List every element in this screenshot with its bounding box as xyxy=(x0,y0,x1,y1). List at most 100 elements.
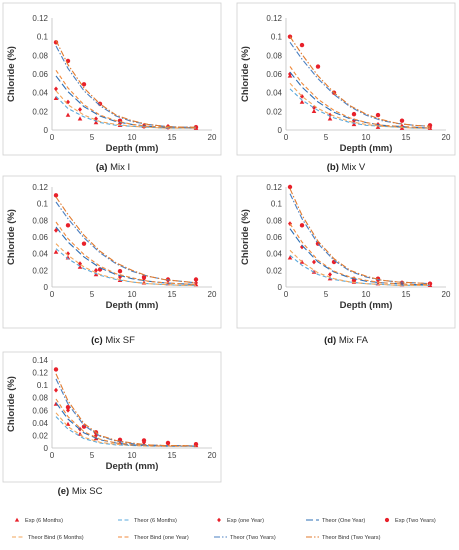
y-tick-label: 0 xyxy=(44,126,49,135)
series-theor2 xyxy=(289,193,431,285)
data-point-exp2 xyxy=(165,440,171,446)
x-tick-label: 5 xyxy=(324,290,329,299)
y-tick-label: 0.06 xyxy=(32,70,48,79)
panel-frame xyxy=(236,175,456,329)
legend-label: Theor Bind (one Year) xyxy=(134,535,189,541)
legend-item-theor2: Theor (Two Years) xyxy=(214,535,276,541)
x-tick-label: 10 xyxy=(128,290,137,299)
x-tick-label: 0 xyxy=(50,133,55,142)
data-point-exp1 xyxy=(300,94,304,99)
data-point-exp2 xyxy=(81,241,87,246)
chart-panel-3: 0 0.02 0.04 0.06 0.08 0.1 0.12 0 5 10 15 20 Depth (m… xyxy=(2,175,222,329)
x-tick-label: 20 xyxy=(442,133,451,142)
y-tick-label: 0.06 xyxy=(266,233,282,242)
caption-text: Mix SC xyxy=(69,486,102,497)
series-line-bind2 xyxy=(289,188,431,285)
panel-caption: (a) Mix I xyxy=(96,162,130,173)
y-tick-label: 0.06 xyxy=(32,406,48,415)
data-point-exp1 xyxy=(54,86,58,92)
series-line-bind6 xyxy=(289,82,430,129)
data-point-exp2 xyxy=(81,82,87,87)
y-tick-label: 0.02 xyxy=(32,107,48,116)
series-line-theor6 xyxy=(289,254,430,286)
data-point-exp6 xyxy=(287,255,293,260)
series-bind6 xyxy=(55,90,196,129)
data-point-exp2 xyxy=(141,438,147,443)
x-tick-label: 5 xyxy=(90,133,95,142)
series-bind1 xyxy=(55,398,196,447)
legend-item-bind2: Theor Bind (Two Years) xyxy=(306,535,381,541)
data-point-exp6 xyxy=(65,255,71,260)
data-point-exp1 xyxy=(54,387,58,393)
series-bind2 xyxy=(289,36,431,127)
data-point-exp6 xyxy=(77,116,83,121)
panel-frame xyxy=(236,2,456,156)
caption-letter: (e) xyxy=(58,486,70,497)
panel-caption: (d) Mix FA xyxy=(324,335,368,346)
y-tick-label: 0.08 xyxy=(266,216,282,225)
x-axis-title: Depth (mm) xyxy=(340,143,393,154)
y-tick-label: 0.12 xyxy=(266,14,282,23)
y-tick-label: 0.02 xyxy=(266,107,282,116)
y-axis-title: Chloride (%) xyxy=(240,46,251,102)
series-bind6 xyxy=(289,82,430,129)
y-axis-title: Chloride (%) xyxy=(6,46,17,102)
x-tick-label: 5 xyxy=(90,290,95,299)
y-tick-label: 0.12 xyxy=(32,183,48,192)
data-point-exp2 xyxy=(53,367,59,372)
data-point-exp2 xyxy=(81,424,87,429)
data-point-exp2 xyxy=(141,274,147,280)
series-line-bind1 xyxy=(55,398,196,447)
panel-frame xyxy=(2,351,222,483)
panel-frame xyxy=(2,2,222,156)
x-tick-label: 20 xyxy=(442,290,451,299)
series-bind2 xyxy=(55,373,197,447)
series-bind6 xyxy=(289,249,430,286)
x-tick-label: 10 xyxy=(362,290,371,299)
data-point-exp1 xyxy=(312,105,316,110)
data-point-exp2 xyxy=(299,223,305,228)
panel-caption: (e) Mix SC xyxy=(58,486,103,497)
series-line-bind2 xyxy=(55,40,196,128)
legend-item-exp1: Exp (one Year) xyxy=(217,517,264,524)
series-line-bind2 xyxy=(55,373,197,447)
y-tick-label: 0.12 xyxy=(266,183,282,192)
y-tick-label: 0.08 xyxy=(32,216,48,225)
data-point-exp2 xyxy=(287,184,293,190)
y-tick-label: 0.1 xyxy=(271,33,283,42)
series-line-theor2 xyxy=(289,193,431,285)
series-line-bind1 xyxy=(289,66,431,129)
legend: Exp (6 Months) Theor (6 Months) Exp (one Y… xyxy=(12,517,436,541)
x-tick-label: 10 xyxy=(128,133,137,142)
data-point-exp2 xyxy=(427,123,433,128)
series-theor6 xyxy=(289,88,430,129)
legend-label: Exp (Two Years) xyxy=(395,518,436,524)
x-tick-label: 15 xyxy=(402,133,411,142)
chart-panel-5: 0 0.02 0.04 0.06 0.08 0.1 0.12 0.14 0 5 10 15 20 Dept… xyxy=(2,351,222,483)
data-point-exp2 xyxy=(315,64,321,69)
series-line-theor2 xyxy=(55,201,197,284)
y-axis-title: Chloride (%) xyxy=(6,209,17,265)
y-tick-label: 0 xyxy=(44,283,49,292)
x-tick-label: 10 xyxy=(362,133,371,142)
x-tick-label: 0 xyxy=(50,451,55,460)
data-point-exp2 xyxy=(117,268,123,274)
y-tick-label: 0.06 xyxy=(266,70,282,79)
series-line-bind1 xyxy=(289,223,430,286)
series-bind6 xyxy=(55,243,196,286)
data-point-exp6 xyxy=(77,264,83,269)
series-line-bind6 xyxy=(55,243,196,286)
data-point-exp6 xyxy=(299,99,305,104)
caption-text: Mix I xyxy=(107,162,130,173)
series-bind1 xyxy=(55,221,197,286)
y-tick-label: 0.04 xyxy=(32,250,48,259)
y-axis-title: Chloride (%) xyxy=(6,376,17,432)
data-point-exp1 xyxy=(118,121,122,126)
y-tick-label: 0.04 xyxy=(266,250,282,259)
data-point-exp2 xyxy=(193,442,199,447)
series-line-theor6 xyxy=(289,88,430,129)
y-tick-label: 0.1 xyxy=(37,33,49,42)
caption-text: Mix V xyxy=(339,162,366,173)
